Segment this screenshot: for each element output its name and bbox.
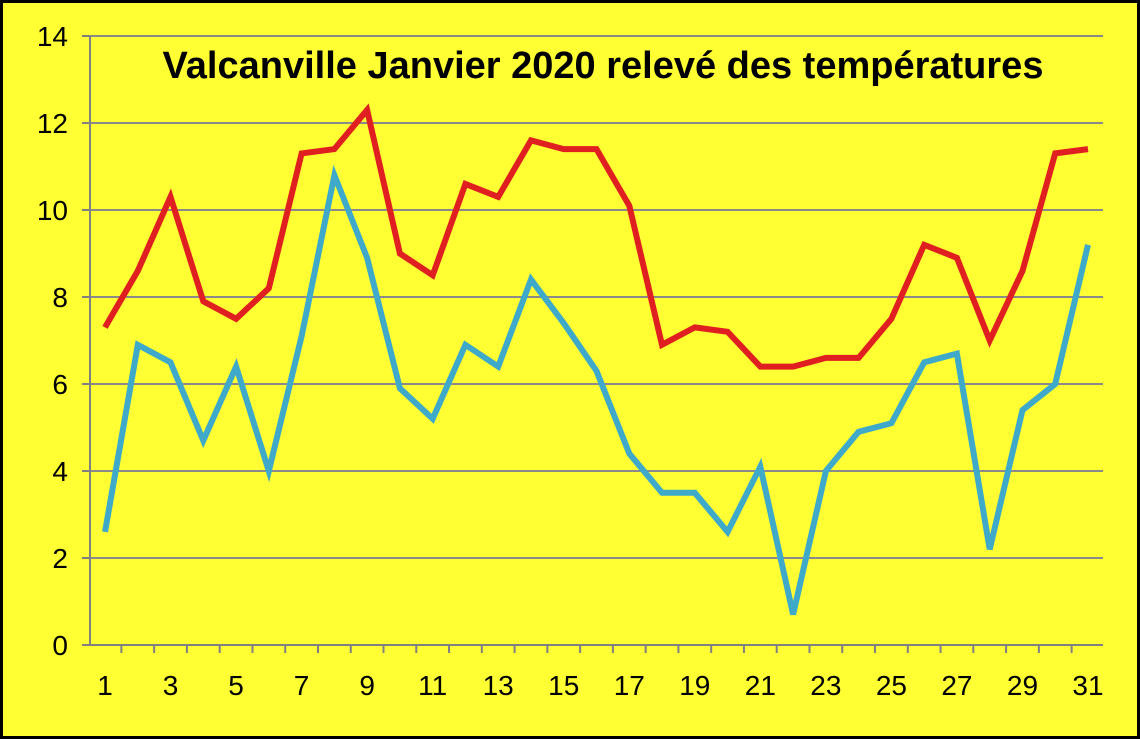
x-tick-label: 29 [1007, 670, 1038, 701]
x-tick-label: 5 [228, 670, 244, 701]
x-tick-label: 15 [548, 670, 579, 701]
y-tick-label: 8 [52, 282, 68, 313]
x-tick-label: 31 [1072, 670, 1103, 701]
x-tick-label: 9 [359, 670, 375, 701]
y-tick-label: 6 [52, 369, 68, 400]
x-tick-label: 13 [483, 670, 514, 701]
y-tick-label: 10 [37, 195, 68, 226]
series-line-2 [102, 164, 1091, 616]
x-tick-label: 3 [163, 670, 179, 701]
x-tick-label: 25 [876, 670, 907, 701]
x-tick-label: 19 [679, 670, 710, 701]
chart-title: Valcanville Janvier 2020 relevé des temp… [163, 45, 1044, 87]
y-tick-label: 2 [52, 543, 68, 574]
x-tick-label: 17 [614, 670, 645, 701]
y-tick-label: 12 [37, 108, 68, 139]
x-tick-label: 27 [941, 670, 972, 701]
x-tick-label: 21 [745, 670, 776, 701]
series-line-1 [102, 103, 1089, 370]
y-tick-label: 14 [37, 21, 68, 52]
y-tick-label: 4 [52, 456, 68, 487]
x-tick-label: 7 [294, 670, 310, 701]
x-tick-label: 1 [97, 670, 113, 701]
x-tick-label: 23 [810, 670, 841, 701]
x-tick-label: 11 [418, 670, 447, 701]
y-tick-label: 0 [52, 630, 68, 661]
